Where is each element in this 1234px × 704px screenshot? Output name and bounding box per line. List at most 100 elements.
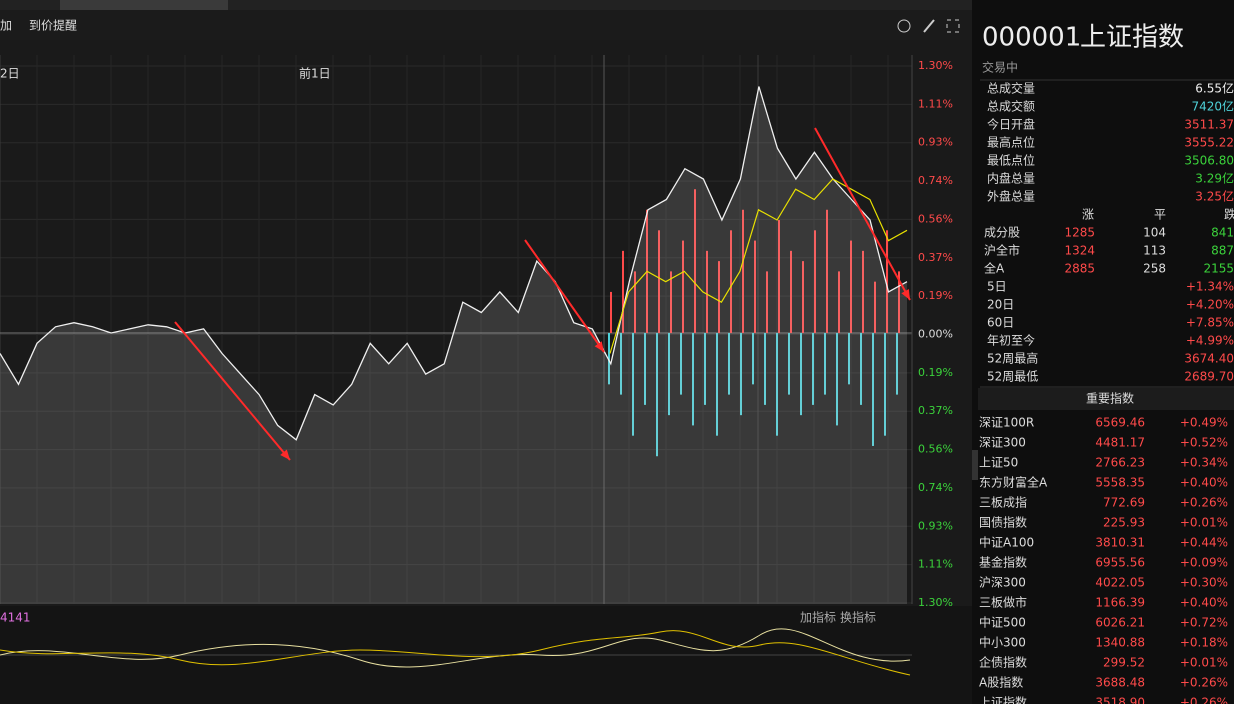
volume-bar	[836, 333, 838, 426]
y-tick-label: 0.37%	[918, 251, 953, 264]
volume-bar	[620, 333, 622, 395]
menu-icon[interactable]	[897, 19, 911, 33]
quote-code: 000001	[982, 23, 1081, 53]
stat-label: 外盘总量	[987, 189, 1035, 204]
volume-bar	[704, 333, 706, 405]
breadth-value: 2885	[1064, 262, 1095, 276]
quote-name: 上证指数	[1080, 23, 1184, 53]
return-label: 52周最低	[987, 370, 1038, 384]
breadth-value: 1285	[1064, 226, 1095, 240]
y-tick-label: 0.56%	[918, 443, 953, 456]
volume-bar	[884, 333, 886, 436]
y-tick-label: 0.19%	[918, 366, 953, 379]
volume-bar	[886, 230, 888, 333]
index-change: +0.49%	[1180, 416, 1228, 430]
index-change: +0.26%	[1180, 496, 1228, 510]
breadth-value: 258	[1143, 262, 1166, 276]
volume-bar	[754, 240, 756, 333]
day-label: 2日	[0, 67, 20, 81]
stat-value: 3506.80	[1184, 154, 1234, 168]
volume-bar	[622, 250, 624, 333]
indices-header	[978, 388, 1234, 410]
volume-bar	[874, 281, 876, 333]
panel-handle[interactable]	[972, 450, 978, 480]
index-name[interactable]: 中证500	[979, 615, 1026, 630]
volume-bar	[740, 333, 742, 416]
volume-bar	[848, 333, 850, 385]
volume-bar	[862, 250, 864, 333]
price-area	[0, 86, 907, 604]
index-name[interactable]: 三板做市	[979, 595, 1027, 610]
y-tick-label: 1.30%	[918, 59, 953, 72]
breadth-label: 成分股	[984, 226, 1020, 240]
annotation-arrow	[174, 321, 291, 461]
index-name[interactable]: 国债指数	[979, 515, 1027, 530]
toolbar	[0, 10, 972, 40]
breadth-header: 平	[1154, 208, 1166, 222]
volume-bar	[656, 333, 658, 457]
index-price: 4481.17	[1095, 436, 1145, 450]
switch-indicator[interactable]: 换指标	[840, 610, 876, 625]
chart-area	[0, 40, 972, 606]
indicator-line	[0, 628, 911, 668]
y-tick-label: 0.19%	[918, 289, 953, 302]
volume-bar	[898, 271, 900, 333]
volume-bar	[778, 220, 780, 333]
index-price: 1340.88	[1095, 636, 1145, 650]
index-name[interactable]: 三板成指	[979, 495, 1027, 510]
indicator-line	[0, 630, 911, 676]
volume-bar	[706, 250, 708, 333]
tab-bar	[0, 0, 972, 10]
index-name[interactable]: 上证指数	[979, 695, 1027, 704]
index-name[interactable]: 东方财富全A	[979, 475, 1048, 490]
fullscreen-icon[interactable]	[946, 19, 960, 33]
volume-bar	[682, 240, 684, 333]
index-name[interactable]: A股指数	[979, 675, 1023, 690]
alert-button[interactable]: 到价提醒	[29, 18, 77, 33]
stat-label: 最高点位	[987, 135, 1035, 150]
index-name[interactable]: 企债指数	[979, 655, 1027, 670]
y-tick-label: 0.37%	[918, 404, 953, 417]
y-tick-label: 1.11%	[918, 97, 953, 110]
stat-label: 最低点位	[987, 153, 1035, 168]
stat-value: 3.29亿	[1195, 171, 1234, 186]
volume-bar	[692, 333, 694, 426]
stat-value: 3.25亿	[1195, 189, 1234, 204]
breadth-value: 1324	[1064, 244, 1095, 258]
y-tick-label: 1.30%	[918, 596, 953, 609]
volume-bar	[644, 333, 646, 405]
stat-value: 6.55亿	[1195, 81, 1234, 96]
volume-bar	[608, 333, 610, 385]
arrow-head	[901, 289, 910, 300]
index-name[interactable]: 深证100R	[979, 416, 1034, 430]
stat-label: 今日开盘	[987, 117, 1035, 132]
volume-bar	[632, 333, 634, 436]
volume-bar	[668, 333, 670, 416]
volume-bar	[788, 333, 790, 395]
return-value: 2689.70	[1184, 370, 1234, 384]
index-change: +0.40%	[1180, 476, 1228, 490]
index-change: +0.34%	[1180, 456, 1228, 470]
index-name[interactable]: 深证300	[979, 436, 1026, 450]
y-tick-label: 1.11%	[918, 558, 953, 571]
index-name[interactable]: 中证A100	[979, 535, 1034, 550]
breadth-value: 887	[1211, 244, 1234, 258]
index-price: 6026.21	[1095, 616, 1145, 630]
price-line	[0, 86, 908, 441]
volume-bar	[896, 333, 898, 395]
volume-bar	[802, 261, 804, 333]
index-name[interactable]: 沪深300	[979, 576, 1026, 590]
volume-bar	[752, 333, 754, 385]
index-change: +0.26%	[1180, 696, 1228, 704]
stat-value: 7420亿	[1191, 99, 1234, 114]
index-price: 2766.23	[1095, 456, 1145, 470]
add-indicator[interactable]: 加指标	[800, 610, 836, 625]
index-name[interactable]: 中小300	[979, 635, 1026, 650]
breadth-value: 841	[1211, 226, 1234, 240]
index-change: +0.01%	[1180, 656, 1228, 670]
index-name[interactable]: 基金指数	[979, 555, 1027, 570]
index-name[interactable]: 上证50	[979, 456, 1018, 470]
draw-icon[interactable]	[923, 19, 935, 33]
average-line	[609, 178, 908, 354]
index-change: +0.09%	[1180, 556, 1228, 570]
